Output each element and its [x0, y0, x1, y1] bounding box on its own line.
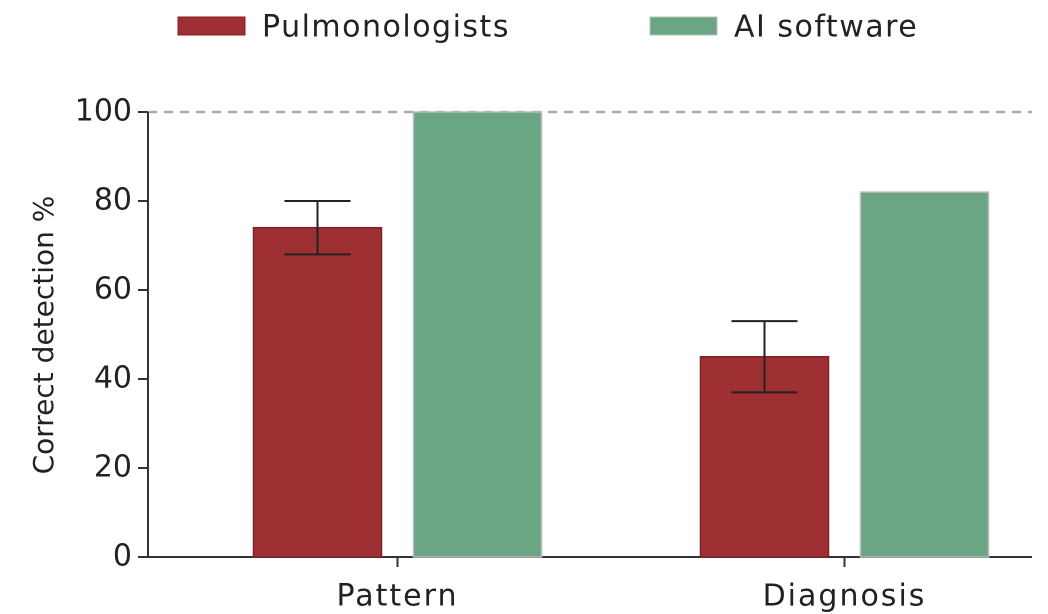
bar [859, 191, 990, 558]
legend-swatch [177, 16, 246, 36]
error-bar [731, 320, 798, 394]
legend-label: Pulmonologists [262, 10, 510, 45]
y-tick-label: 100 [75, 94, 132, 129]
legend-swatch [649, 16, 718, 36]
y-tick-label: 0 [113, 539, 132, 574]
x-tick-label: Diagnosis [763, 579, 927, 614]
y-tick-label: 80 [94, 183, 132, 218]
y-tick-label: 40 [94, 361, 132, 396]
bar [252, 226, 383, 558]
y-tick-label: 20 [94, 450, 132, 485]
x-tick-label: Pattern [337, 579, 459, 614]
y-tick-label: 60 [94, 272, 132, 307]
y-axis-label: Correct detection % [27, 196, 60, 475]
error-bar [284, 200, 351, 256]
bar [412, 111, 543, 558]
legend-label: AI software [734, 10, 918, 45]
